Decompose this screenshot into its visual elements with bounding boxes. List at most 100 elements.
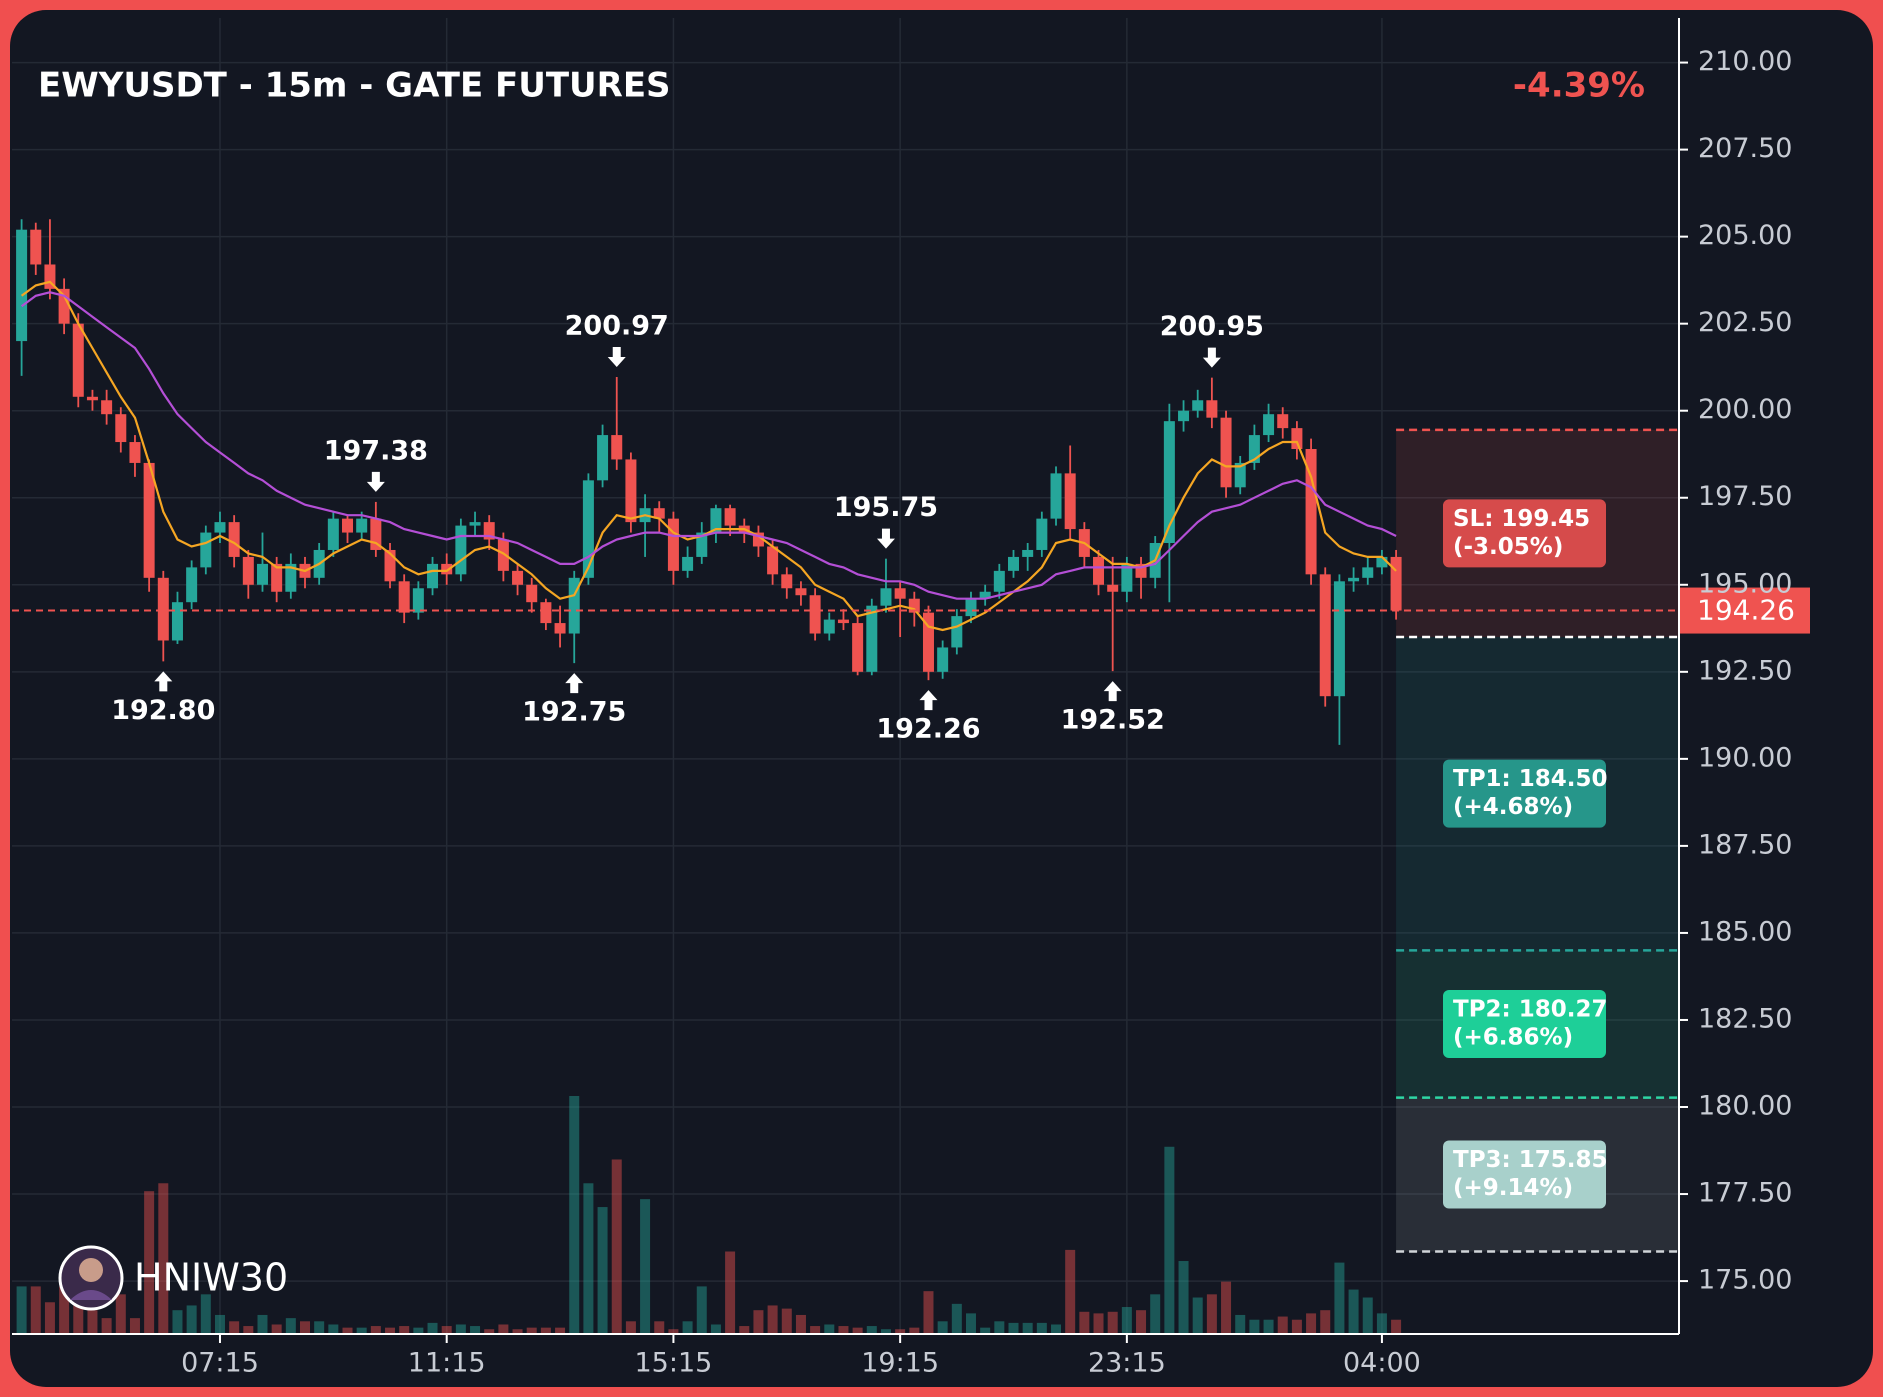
price-tag-label: 194.26 <box>1697 594 1795 627</box>
volume-bar <box>172 1310 183 1334</box>
volume-bar <box>314 1321 325 1334</box>
candle-body <box>384 549 396 582</box>
candle-body <box>1093 556 1105 585</box>
volume-bar <box>1376 1313 1387 1334</box>
level-box <box>1443 989 1606 1058</box>
y-tick-label: 177.50 <box>1698 1178 1792 1209</box>
candle-body <box>724 508 736 526</box>
volume-bar <box>710 1324 721 1334</box>
candle-body <box>1248 435 1260 463</box>
volume-bar <box>484 1329 495 1334</box>
candle-body <box>710 508 722 533</box>
x-tick-label: 07:15 <box>181 1348 259 1379</box>
annotation-label: 192.26 <box>876 714 980 745</box>
x-tick-label: 04:00 <box>1343 1348 1421 1379</box>
candle-body <box>455 525 467 575</box>
candle-body <box>441 563 453 575</box>
candle-body <box>1135 563 1147 578</box>
candle-body <box>540 602 552 624</box>
volume-bar <box>980 1327 991 1334</box>
candle-body <box>44 264 56 289</box>
annotation-label: 195.75 <box>834 492 938 523</box>
volume-bar <box>583 1183 594 1334</box>
candle-body <box>781 574 793 589</box>
ma-line <box>20 291 1397 600</box>
candle-body <box>1376 556 1388 568</box>
volume-bar <box>767 1305 778 1334</box>
y-tick-label: 190.00 <box>1698 742 1792 773</box>
y-tick-label: 192.50 <box>1698 655 1792 686</box>
volume-bar <box>1320 1310 1331 1334</box>
volume-bar <box>739 1326 750 1334</box>
volume-bar <box>682 1321 693 1334</box>
candle-body <box>200 532 212 568</box>
change: -4.39% <box>1513 66 1645 106</box>
annotation-label: 192.52 <box>1061 705 1165 736</box>
level-label: TP3: 175.85 <box>1453 1147 1608 1173</box>
candle-body <box>1121 563 1133 592</box>
volume-bar <box>1136 1310 1147 1334</box>
y-tick-label: 205.00 <box>1698 220 1792 251</box>
annotation-arrow <box>154 671 173 692</box>
candle-body <box>228 522 240 557</box>
candle-body <box>582 480 594 578</box>
volume-bar <box>427 1322 438 1334</box>
annotation-label: 192.80 <box>111 695 215 726</box>
y-tick-label: 182.50 <box>1698 1003 1792 1034</box>
volume-bar <box>1306 1313 1317 1334</box>
candle-body <box>937 647 949 672</box>
candle-body <box>767 546 779 575</box>
candle-body <box>1064 473 1076 530</box>
volume-bar <box>696 1286 707 1334</box>
volume-bar <box>385 1327 396 1334</box>
volume-bar <box>1150 1294 1161 1334</box>
volume-bar <box>1022 1322 1033 1334</box>
volume-bar <box>300 1321 310 1334</box>
volume-bar <box>1093 1313 1104 1334</box>
candle-body <box>1319 574 1331 697</box>
volume-bar <box>87 1310 98 1334</box>
candle-body <box>1220 417 1232 488</box>
volume-bar <box>852 1327 863 1334</box>
candle-body <box>880 588 892 606</box>
volume-bar <box>498 1324 509 1334</box>
candle-body <box>412 588 424 613</box>
candle-body <box>1178 410 1190 422</box>
volume-bar <box>342 1327 353 1334</box>
volume-bar <box>1348 1289 1359 1334</box>
volume-bar <box>370 1326 381 1334</box>
candle-body <box>1107 584 1119 592</box>
volume-bar <box>597 1207 608 1334</box>
avatar-face <box>79 1258 103 1282</box>
volume-bar <box>271 1324 282 1334</box>
volume-bar <box>229 1321 240 1334</box>
candle-body <box>908 598 920 613</box>
level-change: (+4.68%) <box>1453 794 1573 820</box>
volume-bar <box>328 1324 339 1334</box>
level-label: SL: 199.45 <box>1453 506 1590 532</box>
annotation-label: 200.97 <box>565 310 669 341</box>
volume-bar <box>994 1321 1005 1334</box>
volume-bar <box>257 1314 268 1334</box>
candle-body <box>256 563 268 585</box>
volume-bar <box>1221 1281 1232 1334</box>
y-tick-label: 187.50 <box>1698 829 1792 860</box>
volume-bar <box>356 1327 367 1334</box>
candle-body <box>1192 400 1204 411</box>
candle-body <box>568 577 580 634</box>
volume-bar <box>1277 1316 1288 1334</box>
annotation-arrow <box>607 346 626 367</box>
candle-body <box>1390 556 1402 611</box>
volume-bar <box>1192 1297 1203 1334</box>
candle-body <box>242 556 254 585</box>
volume-bar <box>838 1326 849 1334</box>
candle-body <box>1008 556 1019 571</box>
candle-body <box>1348 577 1360 582</box>
chart-title: EWYUSDT - 15m - GATE FUTURES <box>38 66 671 106</box>
candle-body <box>370 518 382 550</box>
volume-bar <box>1391 1319 1402 1334</box>
candle-body <box>58 288 70 324</box>
level-change: (+9.14%) <box>1453 1175 1573 1201</box>
candle-body <box>101 400 113 415</box>
candle-body <box>342 518 354 533</box>
